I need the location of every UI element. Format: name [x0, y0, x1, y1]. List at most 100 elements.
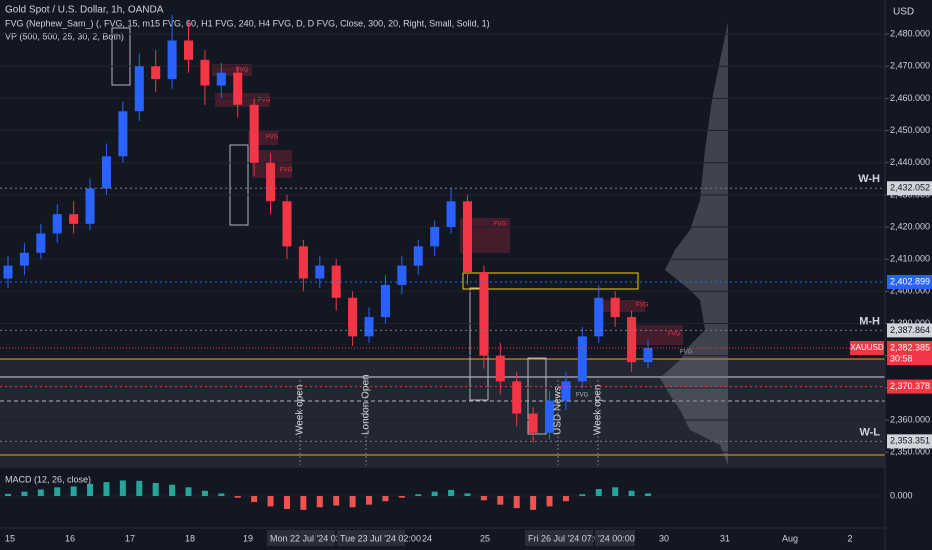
macd-bar	[152, 483, 159, 496]
currency: USD	[893, 7, 914, 18]
x-tick-label: '24 00:00	[598, 533, 635, 543]
macd-bar	[546, 496, 553, 507]
y-tick-label: 2,460.000	[890, 93, 930, 103]
macd-bar	[119, 480, 126, 496]
macd-bar	[87, 483, 94, 496]
candle-body	[479, 272, 489, 356]
candle-body	[610, 297, 620, 318]
price-tag	[887, 434, 932, 449]
candle-body	[545, 400, 555, 433]
price-tag-label: 2,387.864	[890, 325, 930, 335]
macd-bar	[349, 496, 356, 508]
y-tick-label: 2,470.000	[890, 61, 930, 71]
price-tag-label: 2,402.899	[890, 276, 930, 286]
y-tick-label: 2,440.000	[890, 157, 930, 167]
macd-bar	[201, 490, 208, 496]
x-tick-label: 24	[422, 533, 432, 543]
price-tag	[887, 275, 932, 290]
level-name: W-H	[858, 173, 880, 185]
candle-body	[348, 297, 358, 337]
fvg-label: FVG	[236, 68, 249, 74]
indicator-legend: FVG (Nephew_Sam_) (, FVG, 15, m15 FVG, 6…	[5, 18, 490, 28]
macd-bar	[628, 490, 635, 496]
macd-bar	[579, 494, 586, 496]
candle-body	[69, 214, 79, 224]
candle-body	[36, 233, 46, 253]
candle-body	[446, 201, 456, 228]
fvg-label: FVG	[266, 135, 279, 141]
macd-bar	[251, 496, 258, 503]
macd-bar	[136, 480, 143, 496]
x-tick-label: 31	[720, 533, 730, 543]
candle-body	[200, 59, 210, 86]
macd-bar	[283, 496, 290, 509]
price-axis	[886, 0, 932, 550]
x-label-box	[525, 530, 593, 546]
candle-body	[528, 413, 538, 433]
x-label-box	[337, 530, 405, 546]
candle-body	[266, 162, 276, 202]
price-tag	[887, 379, 932, 394]
price-tag	[887, 181, 932, 196]
candle-body	[413, 246, 423, 266]
fvg-label: FVG	[636, 303, 649, 309]
macd-bar	[480, 496, 487, 501]
box	[527, 357, 547, 435]
candle-body	[495, 355, 505, 382]
candle-body	[101, 156, 111, 189]
macd-bar	[595, 489, 602, 496]
macd-bar	[103, 482, 110, 496]
y-tick-label: 2,350.000	[890, 447, 930, 457]
countdown: 30:58	[890, 353, 913, 363]
x-tick-label: 25	[480, 533, 490, 543]
candle-body	[298, 246, 308, 279]
price-tag	[887, 340, 932, 365]
price-tag-label: 2,432.052	[890, 183, 930, 193]
price-tag-label: 2,370.378	[890, 381, 930, 391]
macd-bar	[645, 493, 651, 496]
x-tick-label: Mon 22 Jul '24 03:00	[270, 533, 353, 543]
candle-body	[167, 40, 177, 80]
box	[229, 144, 249, 226]
macd-bar	[513, 496, 520, 509]
box	[462, 272, 639, 290]
macd-bar	[70, 486, 77, 496]
indicator-legend: VP (500, 500, 25, 30, 2, Both)	[5, 31, 124, 41]
x-label-box	[267, 530, 335, 546]
symbol-tag	[850, 340, 884, 355]
candle-body	[561, 381, 571, 401]
candle-body	[627, 317, 637, 363]
candle-body	[364, 317, 374, 337]
fvg-label: FVG	[668, 332, 681, 338]
x-tick-label: 18	[185, 533, 195, 543]
macd-bar	[398, 496, 405, 498]
macd-bar	[300, 496, 307, 510]
macd-bar	[333, 496, 340, 506]
x-tick-label: 30	[659, 533, 669, 543]
y-tick-label: 2,390.000	[890, 318, 930, 328]
price-tag-label: 2,353.351	[890, 436, 930, 446]
macd-bar	[218, 493, 225, 496]
annotation: London Open	[361, 374, 372, 435]
candle-body	[134, 66, 144, 112]
zone	[0, 359, 885, 467]
x-label-box	[595, 530, 635, 546]
candle-body	[184, 40, 194, 60]
macd-bar	[37, 489, 44, 496]
fvg-label: FVG	[258, 98, 271, 104]
candle-body	[3, 265, 13, 279]
macd-bar	[464, 493, 471, 496]
macd-label: MACD (12, 26, close)	[5, 474, 91, 484]
macd-bar	[431, 491, 438, 496]
macd-bar	[366, 496, 373, 505]
candle-body	[85, 188, 95, 224]
candle-body	[512, 381, 522, 414]
macd-bar	[267, 496, 274, 507]
candle-body	[19, 252, 29, 266]
x-tick-label: 19	[243, 533, 253, 543]
macd-bar	[234, 496, 241, 498]
volume-profile	[660, 22, 728, 465]
candle-body	[151, 66, 161, 80]
price-tag-label: 2,382.385	[890, 342, 930, 352]
